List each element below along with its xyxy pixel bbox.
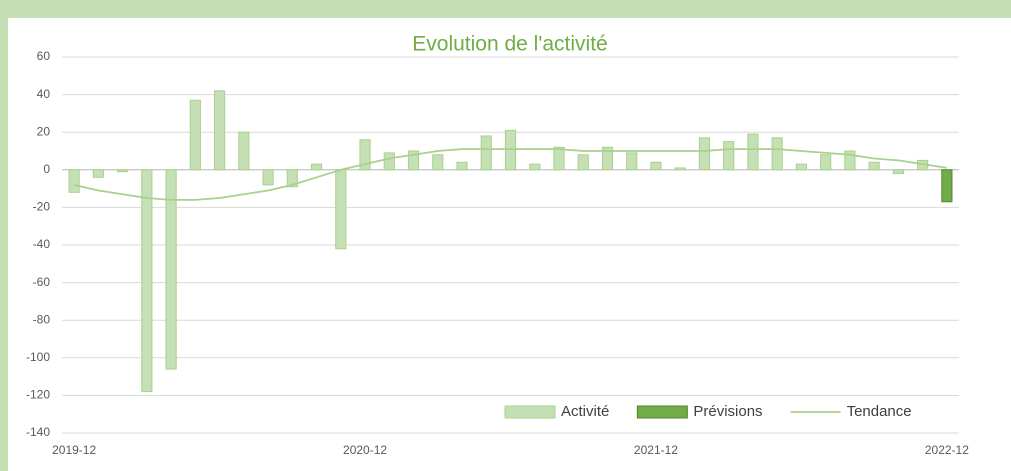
bar	[892, 169, 904, 175]
legend-label: Activité	[561, 403, 609, 420]
y-tick-label: 0	[43, 162, 50, 176]
chart-title: Evolution de l'activité	[412, 33, 607, 56]
legend-label: Tendance	[847, 403, 912, 420]
trend-line	[73, 148, 948, 201]
bar	[771, 137, 783, 171]
y-tick-label: -120	[26, 388, 50, 402]
bar	[941, 169, 953, 203]
bar	[650, 161, 662, 171]
bar	[165, 169, 177, 370]
bar	[383, 152, 395, 171]
bar	[432, 154, 444, 171]
bar	[117, 169, 129, 173]
y-tick-label: 40	[37, 87, 51, 101]
y-tick-label: -100	[26, 350, 50, 364]
bar	[286, 169, 298, 188]
bar	[310, 163, 323, 171]
bar	[68, 169, 80, 193]
bar	[213, 90, 226, 171]
bar	[553, 146, 565, 171]
bar	[674, 167, 686, 171]
x-tick-label: 2021-12	[634, 443, 678, 457]
y-tick-label: 60	[37, 49, 51, 63]
bar	[868, 161, 880, 171]
y-tick-label: -60	[33, 275, 51, 289]
bar	[577, 154, 589, 171]
bar	[407, 150, 420, 171]
bar	[601, 146, 614, 171]
bar	[698, 137, 711, 171]
bar	[92, 169, 104, 178]
y-tick-label: -40	[33, 237, 51, 251]
legend-label: Prévisions	[693, 403, 762, 420]
legend-swatch	[636, 405, 688, 419]
bar	[189, 99, 201, 171]
bar	[626, 152, 638, 171]
bar	[141, 169, 153, 393]
bar	[480, 135, 492, 171]
bar	[504, 129, 517, 171]
bar	[359, 139, 371, 171]
bar	[238, 131, 250, 171]
bar	[747, 133, 759, 171]
legend-swatch	[504, 405, 556, 419]
bar	[262, 169, 274, 186]
x-tick-label: 2020-12	[343, 443, 387, 457]
x-tick-label: 2022-12	[925, 443, 969, 457]
bar	[844, 150, 856, 171]
y-tick-label: -20	[33, 200, 51, 214]
bar	[529, 163, 541, 171]
bar	[795, 163, 808, 171]
y-tick-label: -80	[33, 312, 51, 326]
y-tick-label: -140	[26, 425, 50, 439]
y-tick-label: 20	[37, 124, 51, 138]
x-tick-label: 2019-12	[52, 443, 96, 457]
bar	[820, 154, 832, 171]
bar	[723, 141, 735, 171]
bar	[335, 169, 347, 250]
bar	[456, 161, 468, 171]
